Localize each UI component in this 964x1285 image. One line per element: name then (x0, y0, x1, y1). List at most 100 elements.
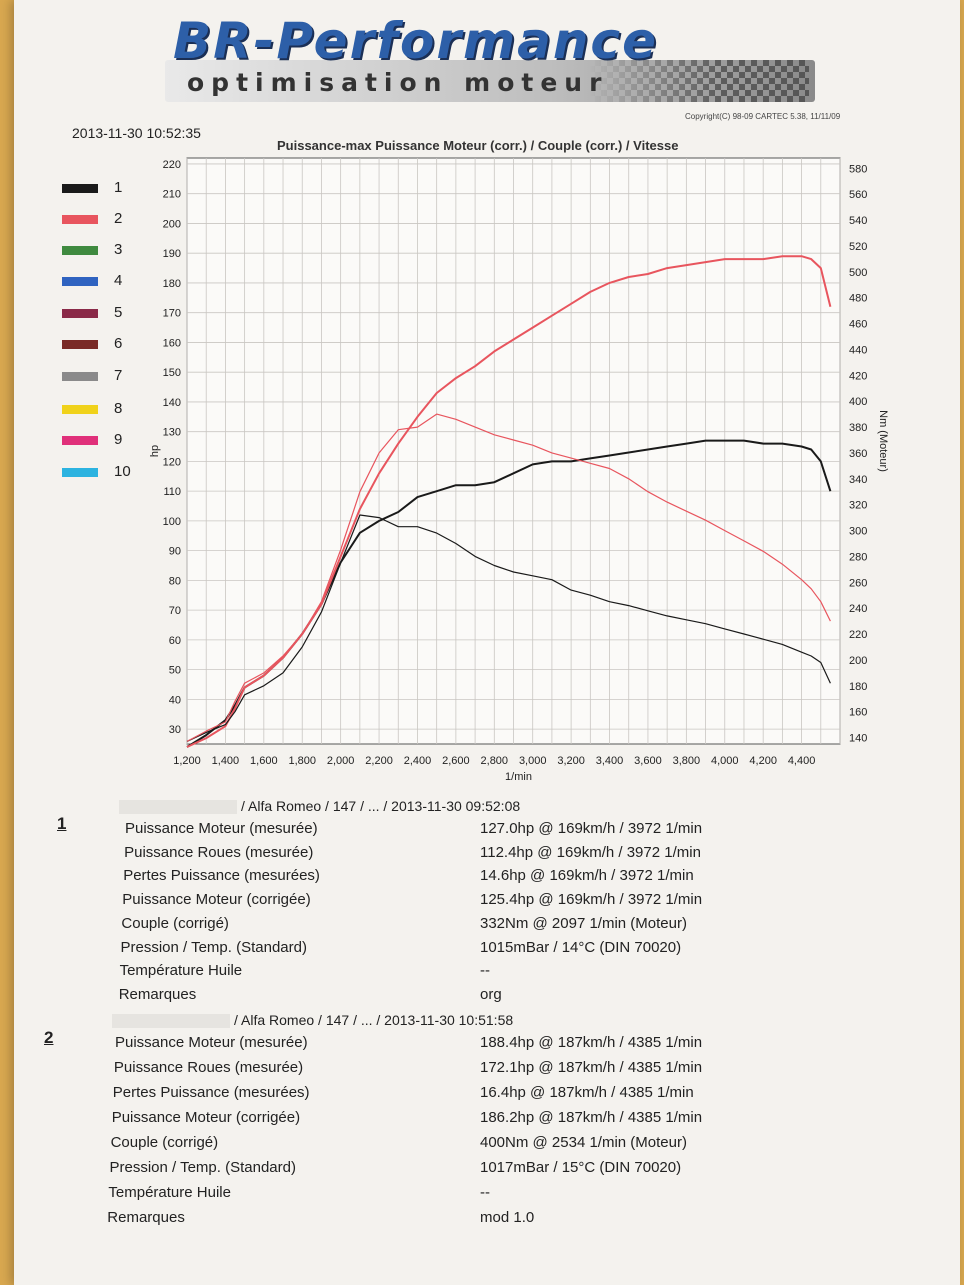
series-line-2-power (186, 255, 832, 748)
y-left-tick-label: 210 (163, 189, 181, 201)
legend-label: 5 (114, 304, 123, 321)
legend-swatch (62, 436, 98, 445)
y-right-tick-label: 200 (849, 655, 867, 667)
y-left-tick-label: 60 (169, 635, 181, 647)
y-left-tick-label: 170 (163, 308, 181, 320)
run-row-value: 400Nm @ 2534 1/min (Moteur) (480, 1134, 687, 1151)
run-row-label: Pertes Puissance (mesurées) (112, 1084, 310, 1101)
logo-title: BR-Performance (173, 12, 658, 70)
y-right-tick-label: 500 (849, 267, 867, 279)
run-row-value: 16.4hp @ 187km/h / 4385 1/min (480, 1084, 694, 1101)
logo-subtitle: optimisation moteur (187, 68, 609, 97)
y-left-tick-label: 50 (169, 665, 181, 677)
x-tick-label: 2,400 (404, 755, 432, 767)
y-left-tick-label: 190 (163, 248, 181, 260)
y-left-tick-label: 180 (163, 278, 181, 290)
x-tick-label: 2,200 (365, 755, 393, 767)
y-right-tick-label: 420 (849, 370, 867, 382)
series-line-2-torque (186, 413, 831, 742)
run-row-label: Pertes Puissance (mesurées) (123, 867, 320, 885)
y-left-tick-label: 110 (163, 486, 181, 498)
legend-swatch (62, 277, 98, 286)
run-row-value: -- (480, 1184, 490, 1201)
y-right-tick-label: 140 (849, 733, 867, 745)
chart-title: Puissance-max Puissance Moteur (corr.) /… (277, 138, 679, 153)
y-left-tick-label: 150 (163, 367, 181, 379)
run-row-label: Couple (corrigé) (110, 1134, 219, 1151)
run-row-label: Remarques (118, 985, 197, 1003)
brand-logo: BR-Performance optimisation moteur (165, 10, 815, 105)
run-row-label: Puissance Roues (mesurée) (113, 1059, 304, 1076)
legend-swatch (62, 468, 98, 477)
y-right-axis-title: Nm (Moteur) (877, 410, 889, 472)
legend-label: 9 (114, 431, 123, 448)
y-right-tick-label: 400 (849, 396, 867, 408)
y-right-tick-label: 380 (849, 422, 867, 434)
x-tick-label: 3,800 (673, 755, 701, 767)
copyright-note: Copyright(C) 98-09 CARTEC 5.38, 11/11/09 (685, 112, 841, 121)
run-row-label: Pression / Temp. (Standard) (120, 938, 307, 956)
legend-swatch (62, 340, 98, 349)
y-left-axis-title: hp (149, 445, 161, 457)
run-row-value: 172.1hp @ 187km/h / 4385 1/min (480, 1059, 703, 1076)
redacted-field (112, 1014, 230, 1028)
x-axis-title: 1/min (505, 771, 532, 783)
y-right-tick-label: 320 (849, 500, 867, 512)
x-tick-label: 1,200 (173, 755, 201, 767)
run-row-label: Température Huile (108, 1184, 231, 1201)
run-row-label: Puissance Moteur (corrigée) (122, 891, 311, 909)
legend-label: 8 (114, 400, 123, 417)
y-right-tick-label: 560 (849, 189, 867, 201)
run-row-label: Pression / Temp. (Standard) (109, 1159, 296, 1176)
x-tick-label: 2,000 (327, 755, 355, 767)
x-tick-label: 2,800 (481, 755, 509, 767)
y-left-tick-label: 30 (169, 724, 181, 736)
run-header: / Alfa Romeo / 147 / ... / 2013-11-30 09… (241, 798, 521, 814)
y-right-tick-label: 480 (849, 293, 867, 305)
y-right-tick-label: 340 (849, 474, 867, 486)
x-tick-label: 3,400 (596, 755, 624, 767)
legend-label: 6 (114, 335, 123, 352)
y-right-tick-label: 240 (849, 603, 867, 615)
run-row-value: org (480, 985, 502, 1003)
x-tick-label: 1,800 (288, 755, 316, 767)
y-left-tick-label: 200 (163, 218, 181, 230)
y-left-tick-label: 220 (163, 159, 181, 171)
series-line-1-torque (186, 514, 831, 742)
x-tick-label: 3,600 (634, 755, 662, 767)
y-right-tick-label: 160 (849, 707, 867, 719)
legend-swatch (62, 372, 98, 381)
x-tick-label: 3,000 (519, 755, 547, 767)
x-tick-label: 4,400 (788, 755, 816, 767)
redacted-field (119, 800, 237, 814)
legend-label: 3 (114, 241, 123, 258)
run-number: 2 (44, 1028, 54, 1047)
report-datetime: 2013-11-30 10:52:35 (72, 125, 201, 141)
y-right-tick-label: 360 (849, 448, 867, 460)
y-left-tick-label: 90 (169, 546, 181, 558)
legend-swatch (62, 309, 98, 318)
run-row-value: -- (480, 962, 490, 980)
run-row-value: 332Nm @ 2097 1/min (Moteur) (480, 914, 687, 932)
run-header: / Alfa Romeo / 147 / ... / 2013-11-30 10… (234, 1012, 514, 1028)
x-tick-label: 1,600 (250, 755, 278, 767)
y-right-tick-label: 540 (849, 215, 867, 227)
legend-swatch (62, 405, 98, 414)
run-row-label: Puissance Moteur (corrigée) (111, 1109, 301, 1126)
y-right-tick-label: 180 (849, 681, 867, 693)
y-left-tick-label: 80 (169, 575, 181, 587)
run-row-label: Puissance Moteur (mesurée) (125, 820, 318, 837)
dyno-chart: 1,200 1,400 1,600 1,800 2,000 2,200 2,400 2,600… (149, 157, 889, 783)
run-row-value: 125.4hp @ 169km/h / 3972 1/min (480, 891, 703, 909)
run-row-value: 112.4hp @ 169km/h / 3972 1/min (480, 843, 701, 861)
legend-label: 7 (114, 367, 123, 384)
y-left-tick-label: 100 (163, 516, 181, 528)
legend-swatch (62, 215, 98, 224)
y-right-tick-label: 440 (849, 344, 867, 356)
y-right-tick-label: 520 (849, 241, 867, 253)
run-row-label: Température Huile (119, 962, 243, 980)
run-row-value: 1017mBar / 15°C (DIN 70020) (480, 1159, 682, 1176)
x-tick-label: 3,200 (557, 755, 585, 767)
y-left-tick-label: 70 (169, 605, 181, 617)
run-row-value: 1015mBar / 14°C (DIN 70020) (480, 938, 682, 956)
